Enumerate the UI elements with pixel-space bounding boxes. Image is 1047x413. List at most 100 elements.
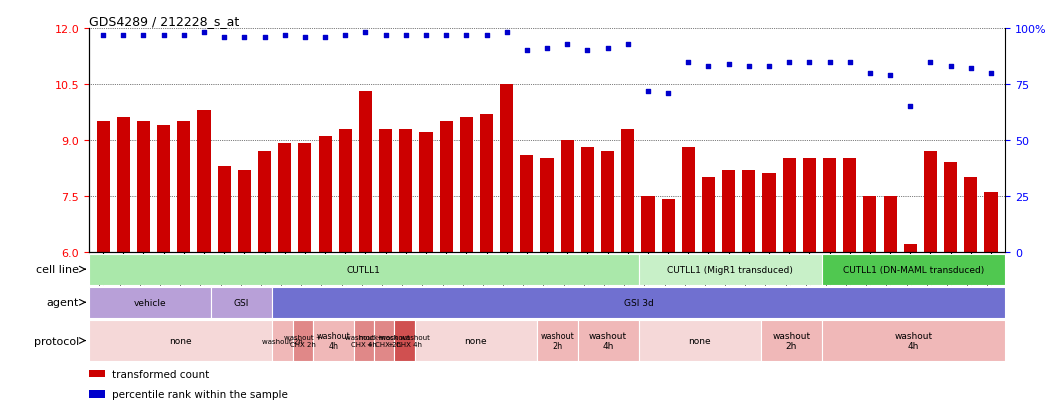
Bar [359,92,372,252]
Point [276,32,293,39]
Text: CUTLL1: CUTLL1 [347,265,381,274]
Bar [157,126,171,252]
Bar [480,114,493,252]
Bar [944,163,957,252]
Bar [258,152,271,252]
Bar [822,320,1005,361]
Bar [198,111,210,252]
Bar [540,159,554,252]
Bar [642,196,654,252]
Point [942,64,959,70]
Bar [722,170,735,252]
Point [337,32,354,39]
Point [478,32,495,39]
Bar [639,254,822,285]
Bar [440,122,452,252]
Point [135,32,152,39]
Point [801,59,818,66]
Point [418,32,435,39]
Text: vehicle: vehicle [134,298,166,307]
Point [599,46,616,52]
Point [882,72,898,79]
Text: none: none [689,336,711,345]
Bar [923,152,937,252]
Point [94,32,111,39]
Bar [399,129,413,252]
Point [176,32,193,39]
Point [922,59,939,66]
Text: washout 2h: washout 2h [262,338,303,344]
Point [821,59,838,66]
Bar [762,174,776,252]
Bar [561,140,574,252]
Bar [339,129,352,252]
Text: CUTLL1 (MigR1 transduced): CUTLL1 (MigR1 transduced) [667,265,794,274]
Text: GSI 3d: GSI 3d [624,298,653,307]
Bar [272,320,292,361]
Bar [822,254,1005,285]
Point [579,48,596,55]
Point [740,64,757,70]
Bar [742,170,755,252]
Bar [354,320,374,361]
Bar [96,122,110,252]
Text: agent: agent [46,297,79,308]
Text: washout +
CHX 2h: washout + CHX 2h [284,335,321,347]
Point [155,32,172,39]
Point [901,104,918,110]
Text: mock washout
+ CHX 2h: mock washout + CHX 2h [359,335,409,347]
Text: cell line: cell line [36,264,79,275]
Text: washout
2h: washout 2h [540,331,574,350]
Bar [238,170,251,252]
Bar [520,155,533,252]
Bar [89,390,106,398]
Text: washout
2h: washout 2h [773,331,810,350]
Point [438,32,454,39]
Point [720,61,737,68]
Bar [272,287,1005,318]
Text: percentile rank within the sample: percentile rank within the sample [112,389,288,399]
Bar [89,287,211,318]
Point [761,64,778,70]
Text: mock washout
+ CHX 4h: mock washout + CHX 4h [379,335,430,347]
Text: washout
4h: washout 4h [894,331,933,350]
Text: CUTLL1 (DN-MAML transduced): CUTLL1 (DN-MAML transduced) [843,265,984,274]
Point [680,59,696,66]
Point [115,32,132,39]
Bar [374,320,395,361]
Point [357,30,374,37]
Text: GSI: GSI [233,298,249,307]
Point [700,64,717,70]
Bar [298,144,311,252]
Bar [823,159,837,252]
Point [518,48,535,55]
Point [257,35,273,41]
Point [620,41,637,48]
Point [296,35,313,41]
Text: none: none [170,336,192,345]
Bar [864,196,876,252]
Bar [783,159,796,252]
Bar [984,192,998,252]
Point [236,35,252,41]
Text: GDS4289 / 212228_s_at: GDS4289 / 212228_s_at [89,15,240,28]
Bar [420,133,432,252]
Bar [537,320,578,361]
Text: protocol: protocol [34,336,79,346]
Point [196,30,213,37]
Bar [218,166,230,252]
Text: washout
4h: washout 4h [589,331,627,350]
Point [660,90,676,97]
Bar [89,254,639,285]
Point [842,59,859,66]
Bar [701,178,715,252]
Bar [313,320,354,361]
Point [498,30,515,37]
Point [983,70,1000,77]
Text: washout +
CHX 4h: washout + CHX 4h [344,335,383,347]
Bar [964,178,977,252]
Bar [117,118,130,252]
Point [316,35,333,41]
Text: washout
4h: washout 4h [316,331,350,350]
Bar [578,320,639,361]
